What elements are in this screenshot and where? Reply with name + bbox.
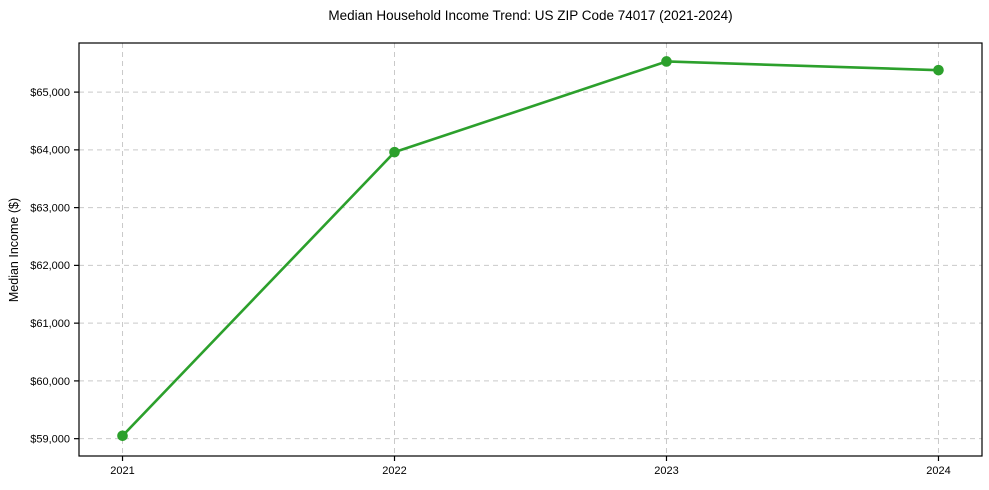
plot-border xyxy=(78,42,983,457)
y-tick-label: $60,000 xyxy=(30,376,70,388)
x-tick-label: 2023 xyxy=(654,465,678,477)
x-tick-label: 2021 xyxy=(110,465,134,477)
y-tick-label: $59,000 xyxy=(30,434,70,446)
y-tick-label: $65,000 xyxy=(30,87,70,99)
y-tick-label: $63,000 xyxy=(30,202,70,214)
data-line xyxy=(121,60,940,438)
y-tick-label: $64,000 xyxy=(30,145,70,157)
data-point xyxy=(117,430,128,442)
x-tick-label: 2022 xyxy=(382,465,406,477)
y-tick-label: $62,000 xyxy=(30,260,70,272)
x-tick-label: 2024 xyxy=(926,465,950,477)
y-tick-label: $61,000 xyxy=(30,318,70,330)
data-point xyxy=(389,146,400,158)
data-point xyxy=(661,56,672,67)
chart-title: Median Household Income Trend: US ZIP Co… xyxy=(328,8,733,23)
data-point xyxy=(933,64,944,76)
